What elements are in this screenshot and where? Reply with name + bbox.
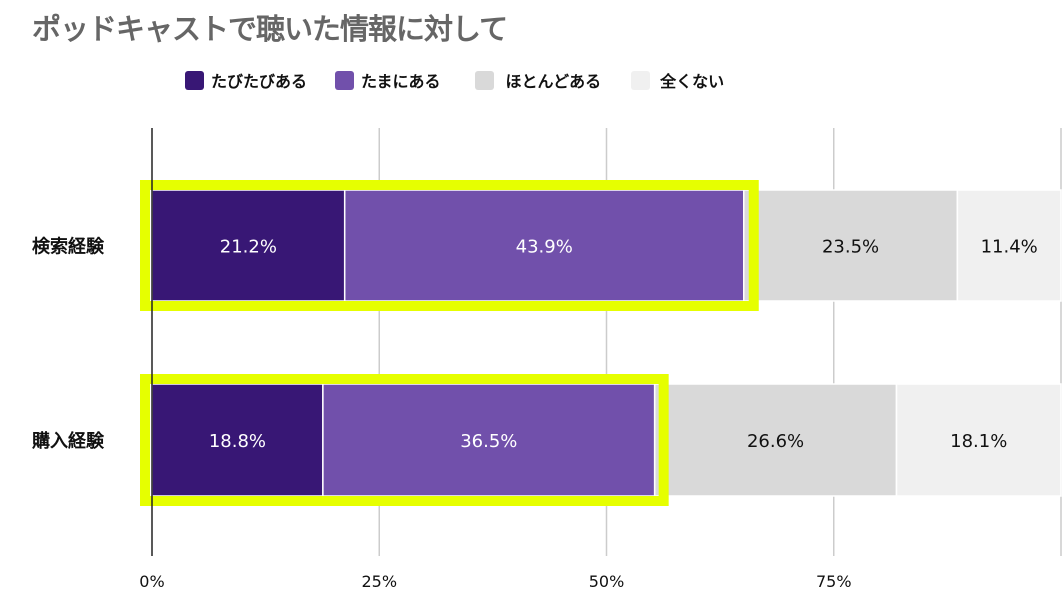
legend-swatch — [474, 70, 494, 90]
legend-swatch — [185, 70, 204, 90]
chart-title: ポッドキャストで聴いた情報に対して — [32, 12, 508, 46]
legend-item: 全くない — [631, 68, 724, 92]
x-tick-label: 75% — [816, 572, 852, 591]
legend-label: たまにある — [361, 72, 441, 91]
data-label: 26.6% — [747, 431, 804, 452]
legend-item: たまにある — [335, 68, 441, 92]
data-label: 23.5% — [822, 237, 879, 258]
legend-item: たびたびある — [185, 68, 307, 92]
category-label: 購入経験 — [31, 430, 105, 452]
legend-label: ほとんどある — [505, 72, 602, 91]
data-label: 18.1% — [950, 431, 1007, 452]
bar-segment — [151, 383, 324, 497]
highlight-box — [140, 374, 669, 506]
bar-segment — [743, 189, 959, 302]
legend-swatch — [631, 70, 651, 90]
highlight-box — [140, 180, 759, 311]
x-tick-label: 0% — [139, 572, 164, 591]
bar-segment — [956, 189, 1062, 302]
legend: たびたびある たまにある ほとんどある 全くない — [185, 68, 752, 92]
legend-item: ほとんどある — [474, 68, 602, 92]
x-tick-label: 25% — [361, 572, 397, 591]
data-label: 11.4% — [981, 237, 1038, 258]
category-label: 検索経験 — [32, 236, 105, 258]
data-label: 43.9% — [516, 237, 573, 258]
legend-swatch — [335, 70, 355, 90]
bar-segment — [653, 383, 898, 497]
data-label: 18.8% — [209, 431, 266, 452]
legend-label: たびたびある — [211, 72, 308, 91]
x-tick-label: 50% — [589, 572, 625, 591]
data-label: 21.2% — [220, 237, 277, 258]
legend-label: 全くない — [660, 72, 725, 91]
data-label: 36.5% — [460, 431, 517, 452]
bar-segment — [895, 383, 1062, 497]
